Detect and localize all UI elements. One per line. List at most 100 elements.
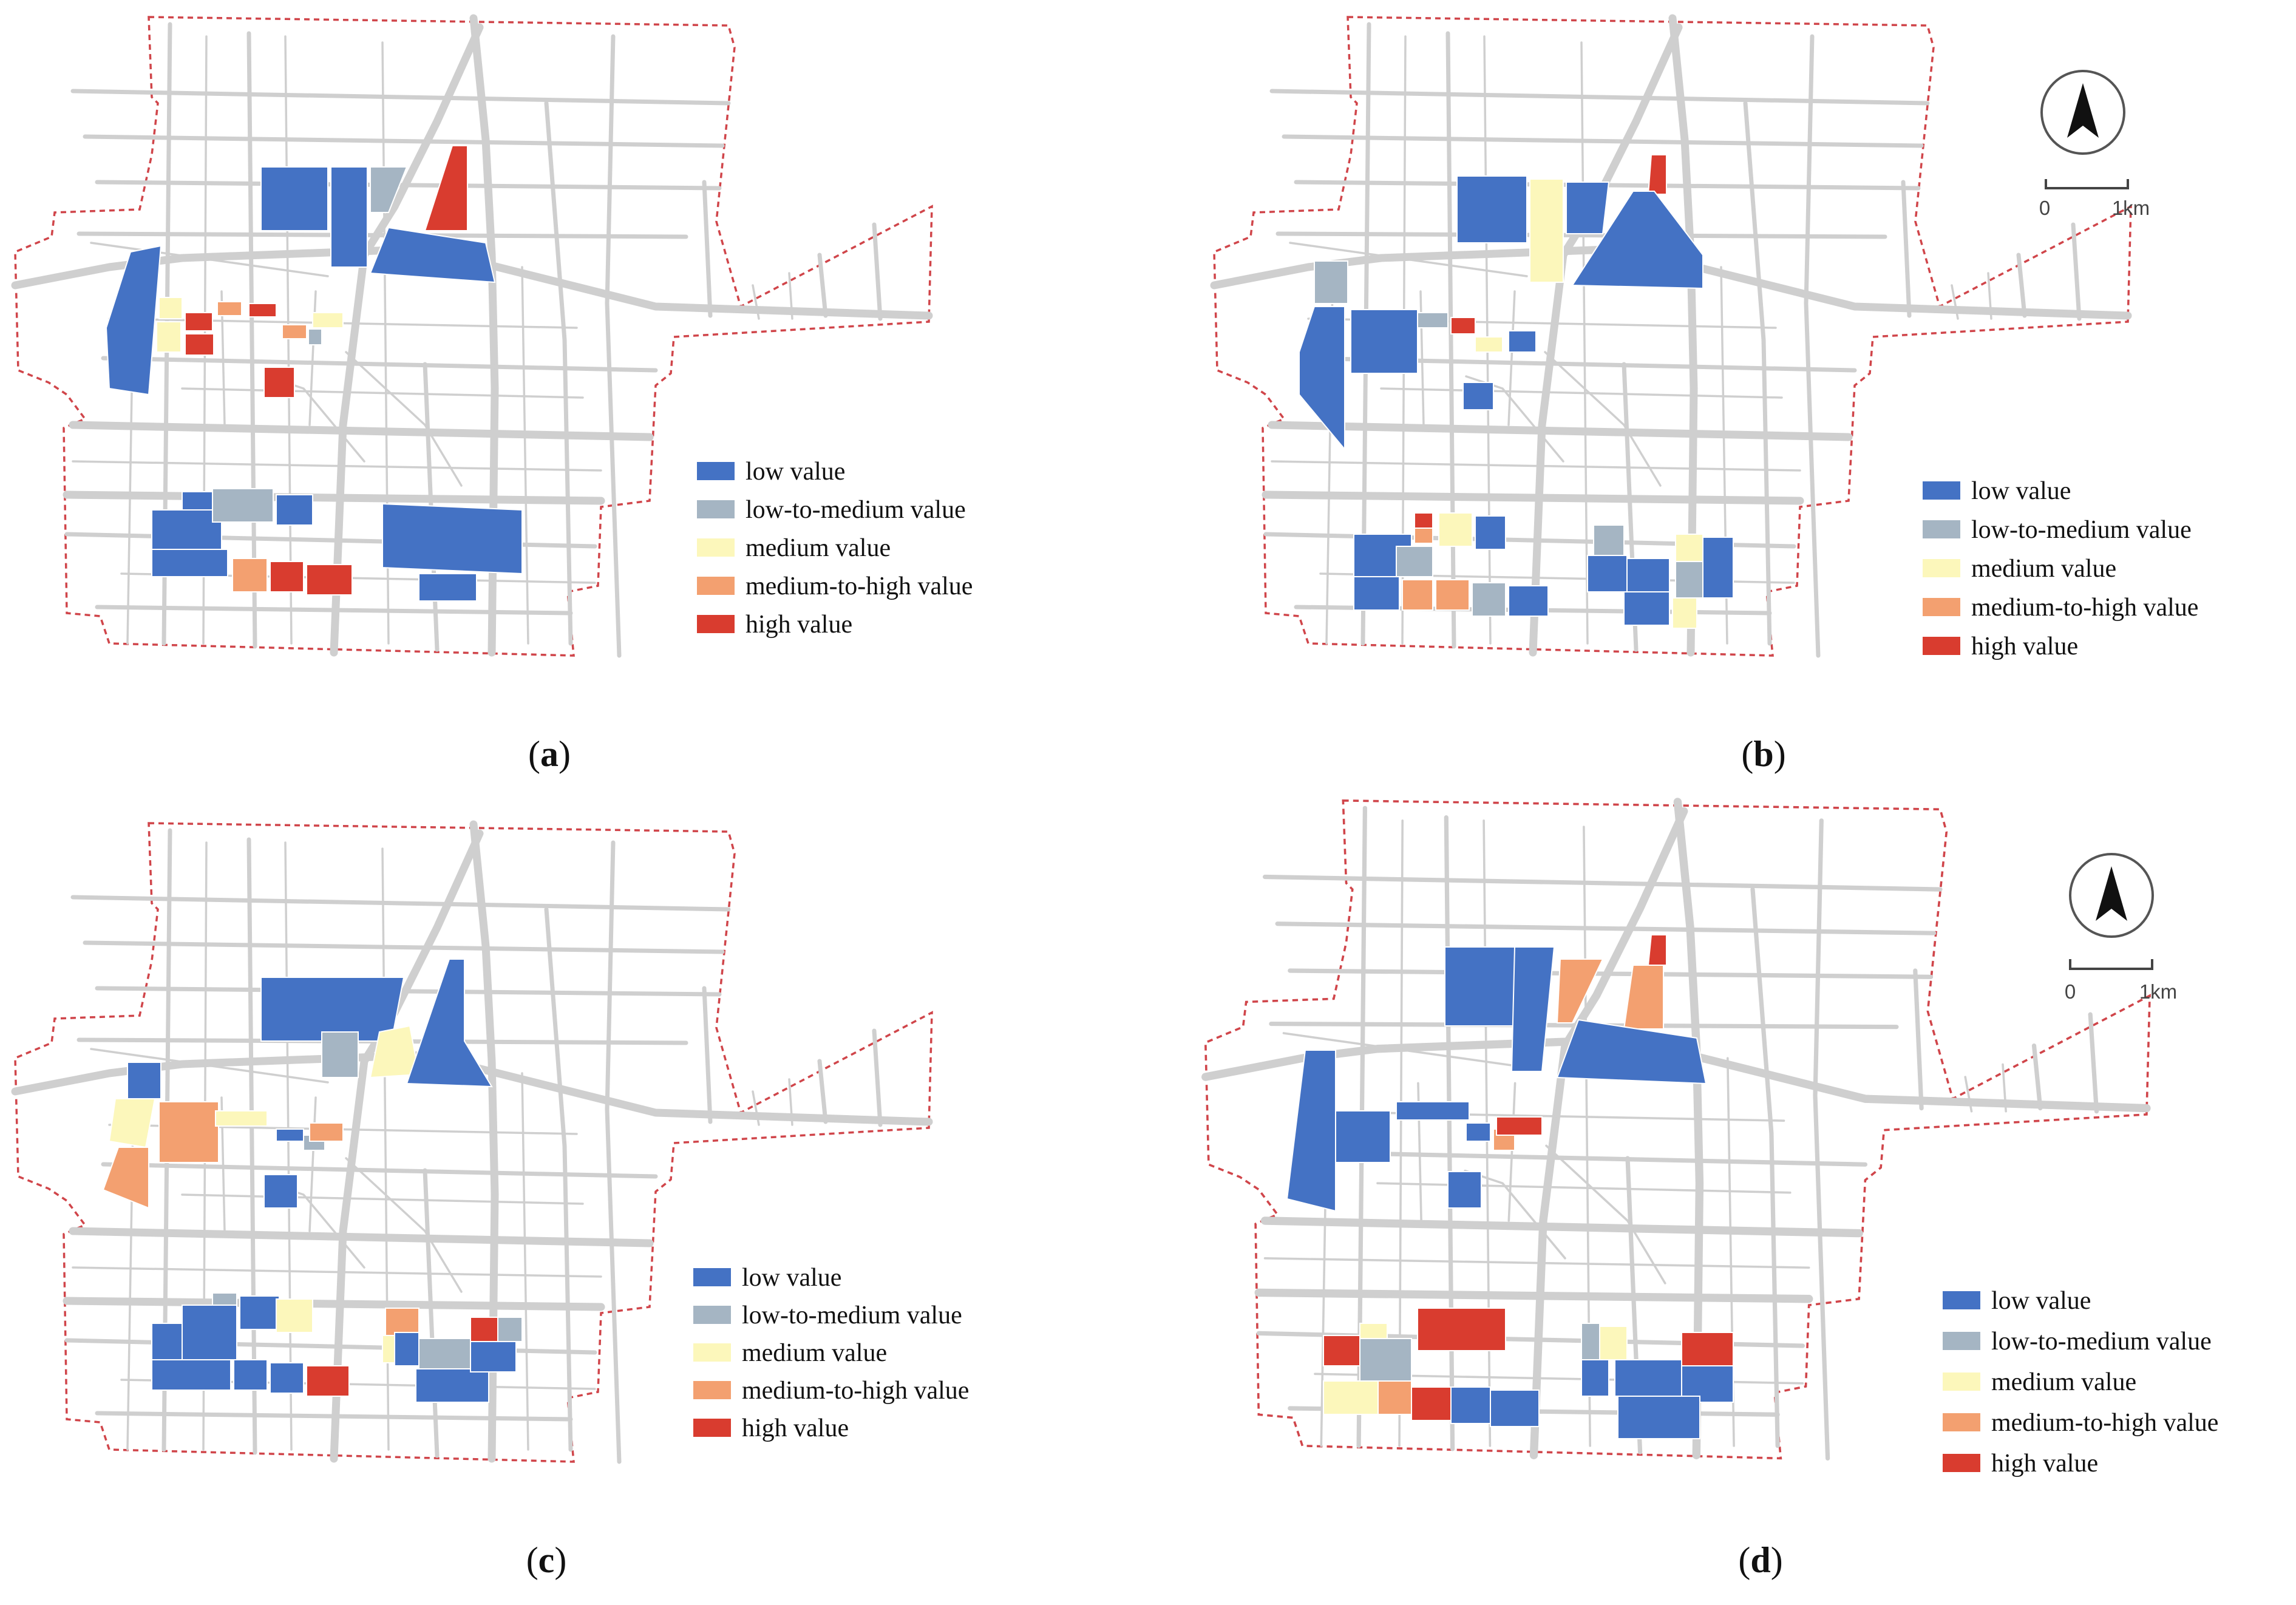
block-high — [1647, 154, 1667, 195]
block-low — [1581, 1359, 1609, 1397]
value-blocks-d — [1286, 934, 1734, 1439]
block-lowmed — [1472, 582, 1506, 617]
block-medhigh — [309, 1122, 344, 1142]
block-lowmed — [1581, 1323, 1600, 1360]
legend-label-lowmed: low-to-medium value — [1991, 1328, 2212, 1356]
block-lowmed — [1396, 546, 1433, 577]
block-lowmed — [1314, 260, 1348, 304]
block-low — [1444, 946, 1515, 1026]
legend-swatch-med — [1943, 1373, 1980, 1391]
legend-label-med: medium value — [1971, 555, 2116, 583]
value-blocks-c — [102, 959, 523, 1403]
legend-swatch-medhigh — [697, 577, 735, 595]
block-low — [182, 1305, 237, 1360]
legend-swatch-lowmed — [1923, 520, 1960, 538]
block-med — [1599, 1326, 1628, 1360]
block-lowmed — [321, 1031, 359, 1078]
legend-b: low value low-to-medium value medium value… — [1923, 477, 2198, 660]
block-low — [260, 166, 328, 231]
block-high — [1681, 1332, 1734, 1366]
block-low — [1571, 191, 1703, 290]
block-low — [1508, 330, 1537, 353]
block-low — [1447, 1171, 1482, 1209]
north-arrow-d — [2069, 853, 2154, 938]
legend-swatch-med — [697, 538, 735, 557]
block-low — [1299, 306, 1345, 451]
block-med — [156, 321, 182, 353]
block-low — [1450, 1386, 1491, 1424]
north-arrow-icon — [2069, 853, 2154, 938]
block-low — [1396, 1101, 1470, 1121]
block-low — [369, 226, 496, 283]
block-med — [108, 1098, 156, 1149]
block-medhigh — [385, 1308, 419, 1336]
legend-label-medhigh: medium-to-high value — [1971, 594, 2198, 622]
legend-swatch-low — [693, 1268, 731, 1286]
legend-swatch-lowmed — [1943, 1332, 1980, 1350]
legend-swatch-low — [697, 462, 735, 480]
block-high — [306, 564, 353, 596]
block-low — [1462, 382, 1494, 410]
block-lowmed — [308, 328, 322, 345]
block-high — [248, 303, 277, 317]
scale-bar-b: 0 1km — [2039, 179, 2150, 219]
block-high — [1450, 317, 1476, 334]
block-low — [1702, 537, 1734, 599]
block-lowmed — [212, 1292, 237, 1306]
caption-b: (b) — [1741, 734, 1785, 774]
legend-label-low: low value — [742, 1264, 841, 1292]
block-low — [1353, 576, 1400, 611]
block-low — [1335, 1110, 1391, 1163]
block-lowmed — [1417, 312, 1449, 328]
scale-zero: 0 — [2065, 980, 2076, 1003]
block-low — [276, 494, 313, 526]
map-panel-a: low value low-to-medium value medium value… — [15, 17, 973, 656]
legend-swatch-low — [1943, 1291, 1980, 1309]
block-high — [1414, 512, 1433, 529]
legend-label-med: medium value — [746, 534, 891, 562]
block-low — [418, 573, 477, 602]
caption-c: (c) — [526, 1540, 567, 1580]
legend-label-high: high value — [746, 611, 852, 639]
block-high — [1496, 1116, 1543, 1136]
block-low — [276, 1128, 304, 1142]
block-low — [270, 1362, 304, 1394]
block-high — [1323, 1335, 1360, 1366]
block-medhigh — [217, 301, 242, 316]
block-high — [306, 1365, 350, 1397]
block-low — [263, 1174, 298, 1209]
block-low — [1556, 1019, 1707, 1085]
block-low — [1623, 591, 1670, 626]
block-high — [263, 367, 295, 398]
legend-swatch-med — [693, 1343, 731, 1362]
legend-label-high: high value — [1991, 1450, 2098, 1478]
block-low — [382, 503, 523, 575]
block-med — [1672, 597, 1697, 629]
block-high — [1417, 1308, 1506, 1351]
block-lowmed — [370, 166, 408, 213]
block-high — [424, 145, 468, 231]
block-low — [1617, 1396, 1700, 1439]
block-high — [1411, 1386, 1452, 1421]
block-med — [382, 1335, 395, 1363]
block-low — [470, 1341, 517, 1373]
legend-a: low value low-to-medium value medium value… — [697, 458, 973, 639]
legend-d: low value low-to-medium value medium value… — [1943, 1287, 2218, 1478]
caption-d: (d) — [1738, 1540, 1782, 1580]
north-arrow-icon — [2040, 70, 2125, 155]
legend-label-low: low value — [746, 458, 845, 486]
block-high — [185, 333, 214, 356]
legend-swatch-lowmed — [697, 500, 735, 518]
legend-swatch-medhigh — [1943, 1413, 1980, 1431]
block-low — [1626, 558, 1670, 592]
block-medhigh — [1402, 579, 1433, 611]
block-low — [151, 1323, 183, 1360]
caption-a: (a) — [528, 734, 571, 774]
block-low — [239, 1295, 280, 1330]
block-med — [158, 297, 183, 319]
scale-end: 1km — [2139, 980, 2177, 1003]
block-med — [276, 1298, 313, 1333]
block-low — [1681, 1365, 1734, 1403]
value-blocks-a — [105, 145, 523, 602]
